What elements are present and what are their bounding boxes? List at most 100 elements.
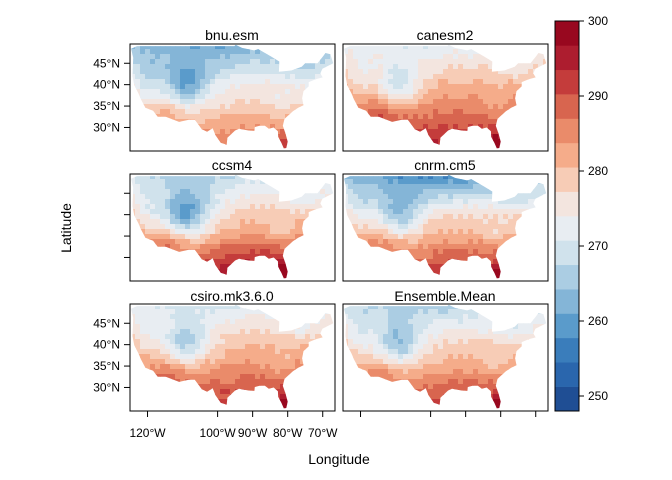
heatmap-cell: [433, 89, 439, 95]
heatmap-cell: [473, 104, 479, 110]
heatmap-cell: [220, 189, 226, 195]
heatmap-cell: [498, 129, 504, 135]
heatmap-cell: [503, 229, 509, 235]
heatmap-cell: [185, 44, 191, 50]
heatmap-cell: [295, 374, 301, 380]
heatmap-cell: [310, 314, 316, 320]
heatmap-cell: [215, 274, 221, 279]
heatmap-cell: [438, 64, 444, 70]
heatmap-cell: [285, 269, 291, 275]
heatmap-cell: [290, 99, 296, 105]
heatmap-cell: [160, 249, 166, 255]
heatmap-cell: [175, 269, 181, 275]
heatmap-cell: [205, 219, 211, 225]
heatmap-cell: [300, 234, 306, 240]
heatmap-cell: [368, 379, 374, 385]
heatmap-cell: [448, 44, 454, 50]
heatmap-cell: [205, 394, 211, 400]
heatmap-cell: [403, 234, 409, 240]
heatmap-cell: [378, 314, 384, 320]
heatmap-cell: [245, 119, 251, 125]
heatmap-cell: [448, 274, 454, 279]
heatmap-cell: [453, 209, 459, 215]
heatmap-cell: [398, 114, 404, 120]
heatmap-cell: [398, 79, 404, 85]
heatmap-cell: [378, 49, 384, 55]
heatmap-cell: [358, 354, 364, 360]
heatmap-cell: [290, 204, 296, 210]
heatmap-cell: [145, 264, 151, 270]
heatmap-cell: [270, 244, 276, 250]
heatmap-cell: [353, 254, 359, 260]
heatmap-cell: [543, 59, 547, 65]
heatmap-cell: [443, 69, 449, 75]
heatmap-cell: [160, 394, 166, 400]
heatmap-cell: [300, 59, 306, 65]
heatmap-cell: [265, 339, 271, 345]
heatmap-cell: [438, 314, 444, 320]
heatmap-cell: [413, 224, 419, 230]
heatmap-cell: [131, 139, 136, 145]
heatmap-cell: [160, 89, 166, 95]
heatmap-cell: [448, 129, 454, 135]
heatmap-cell: [260, 99, 266, 105]
heatmap-cell: [200, 399, 206, 405]
heatmap-cell: [438, 319, 444, 325]
heatmap-cell: [418, 349, 424, 355]
heatmap-cell: [140, 304, 146, 310]
heatmap-cell: [513, 189, 519, 195]
heatmap-cell: [473, 379, 479, 385]
heatmap-cell: [443, 319, 449, 325]
heatmap-cell: [428, 144, 434, 149]
heatmap-cell: [468, 344, 474, 350]
heatmap-cell: [348, 229, 354, 235]
heatmap-cell: [195, 64, 201, 70]
heatmap-cell: [295, 134, 301, 140]
heatmap-cell: [438, 139, 444, 145]
heatmap-cell: [348, 109, 354, 115]
heatmap-cell: [131, 134, 136, 140]
heatmap-cell: [325, 314, 331, 320]
heatmap-cell: [310, 324, 316, 330]
heatmap-cell: [240, 189, 246, 195]
heatmap-cell: [250, 139, 256, 145]
heatmap-cell: [175, 124, 181, 130]
heatmap-cell: [245, 309, 251, 315]
heatmap-cell: [230, 84, 236, 90]
heatmap-cell: [398, 144, 404, 149]
heatmap-cell: [160, 399, 166, 405]
heatmap-cell: [145, 329, 151, 335]
heatmap-cell: [325, 124, 331, 130]
heatmap-cell: [488, 374, 494, 380]
heatmap-cell: [508, 269, 514, 275]
heatmap-cell: [245, 399, 251, 405]
heatmap-cell: [225, 309, 231, 315]
heatmap-cell: [230, 44, 236, 50]
heatmap-cell: [170, 114, 176, 120]
heatmap-cell: [523, 369, 529, 375]
heatmap-cell: [255, 224, 261, 230]
heatmap-cell: [403, 239, 409, 245]
heatmap-cell: [290, 219, 296, 225]
heatmap-cell: [270, 229, 276, 235]
heatmap-cell: [398, 259, 404, 265]
heatmap-cell: [280, 129, 286, 135]
heatmap-cell: [523, 109, 529, 115]
heatmap-cell: [260, 254, 266, 260]
heatmap-cell: [225, 59, 231, 65]
heatmap-cell: [463, 334, 469, 340]
heatmap-cell: [165, 139, 171, 145]
panel-csiro-mk3-6-0: csiro.mk3.6.0: [129, 288, 336, 412]
heatmap-cell: [220, 314, 226, 320]
heatmap-cell: [131, 249, 136, 255]
heatmap-cell: [170, 374, 176, 380]
heatmap-cell: [315, 174, 321, 180]
heatmap-cell: [190, 59, 196, 65]
heatmap-cell: [285, 69, 291, 75]
heatmap-cell: [528, 234, 534, 240]
heatmap-cell: [320, 389, 326, 395]
heatmap-cell: [363, 189, 369, 195]
heatmap-cell: [358, 64, 364, 70]
heatmap-cell: [215, 139, 221, 145]
heatmap-cell: [225, 239, 231, 245]
